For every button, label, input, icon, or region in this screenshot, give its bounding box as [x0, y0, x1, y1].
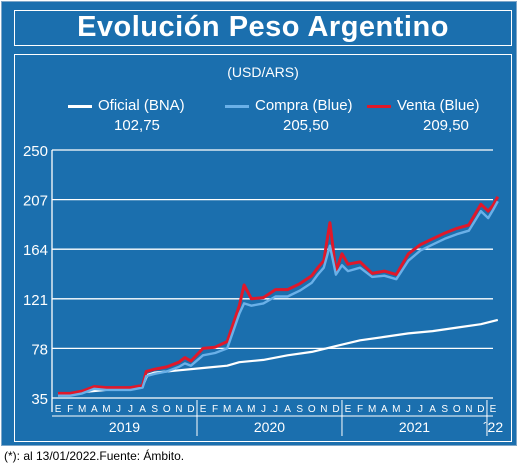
chart-panel: Evolución Peso Argentino (USD/ARS) Ofici… [1, 1, 517, 446]
x-month-label: A [429, 404, 436, 415]
x-month-label: N [465, 404, 472, 415]
x-month-label: D [332, 404, 339, 415]
legend-value-compra: 205,50 [283, 117, 329, 134]
units-label: (USD/ARS) [227, 64, 299, 80]
x-month-label: M [368, 404, 376, 415]
legend-swatch-venta [367, 105, 391, 108]
x-year-label: 2019 [109, 419, 140, 435]
y-tick-label: 250 [23, 143, 48, 160]
x-month-label: E [490, 404, 497, 415]
x-month-label: S [296, 404, 303, 415]
y-tick-label: 164 [23, 242, 48, 259]
x-year-label: 2021 [399, 419, 430, 435]
x-month-label: S [441, 404, 448, 415]
x-month-label: O [308, 404, 316, 415]
x-month-label: A [236, 404, 243, 415]
x-month-label: M [78, 404, 86, 415]
x-month-label: N [320, 404, 327, 415]
x-month-label: E [200, 404, 207, 415]
y-tick-label: 207 [23, 193, 48, 210]
x-month-label: E [55, 404, 62, 415]
x-month-label: J [261, 404, 266, 415]
legend-swatch-compra [225, 105, 249, 108]
x-month-label: J [116, 404, 121, 415]
x-month-label: A [381, 404, 388, 415]
series-line-oficial [57, 318, 499, 396]
x-month-label: E [345, 404, 352, 415]
x-month-label: J [406, 404, 411, 415]
x-month-label: A [139, 404, 146, 415]
x-month-label: F [67, 404, 73, 415]
x-month-label: J [128, 404, 133, 415]
x-month-label: N [175, 404, 182, 415]
legend-value-venta: 209,50 [423, 117, 469, 134]
legend-label-venta: Venta (Blue) [397, 97, 480, 114]
x-year-label: ´22 [483, 419, 503, 435]
y-tick-label: 121 [23, 292, 48, 309]
x-month-label: A [284, 404, 291, 415]
x-month-label: F [357, 404, 363, 415]
series-line-compra [58, 200, 499, 397]
x-month-label: J [418, 404, 423, 415]
x-year-label: 2020 [254, 419, 285, 435]
x-month-label: F [212, 404, 218, 415]
x-month-label: M [223, 404, 231, 415]
x-month-label: D [187, 404, 194, 415]
y-tick-label: 78 [31, 341, 48, 358]
x-month-label: M [392, 404, 400, 415]
x-month-label: J [273, 404, 278, 415]
x-month-label: A [91, 404, 98, 415]
x-month-label: S [151, 404, 158, 415]
legend-swatch-oficial [68, 105, 92, 108]
legend-value-oficial: 102,75 [114, 117, 160, 134]
y-tick-label: 35 [31, 391, 48, 408]
legend-label-compra: Compra (Blue) [255, 97, 353, 114]
legend-label-oficial: Oficial (BNA) [98, 97, 185, 114]
chart-inner-panel: (USD/ARS) Oficial (BNA) 102,75 Compra (B… [14, 54, 512, 442]
x-month-label: M [247, 404, 255, 415]
footnote: (*): al 13/01/2022.Fuente: Ámbito. [4, 449, 185, 463]
series-line-venta [58, 195, 500, 395]
x-month-label: M [102, 404, 110, 415]
chart-title: Evolución Peso Argentino [14, 10, 512, 46]
x-month-label: O [163, 404, 171, 415]
x-month-label: D [477, 404, 484, 415]
x-month-label: O [453, 404, 461, 415]
